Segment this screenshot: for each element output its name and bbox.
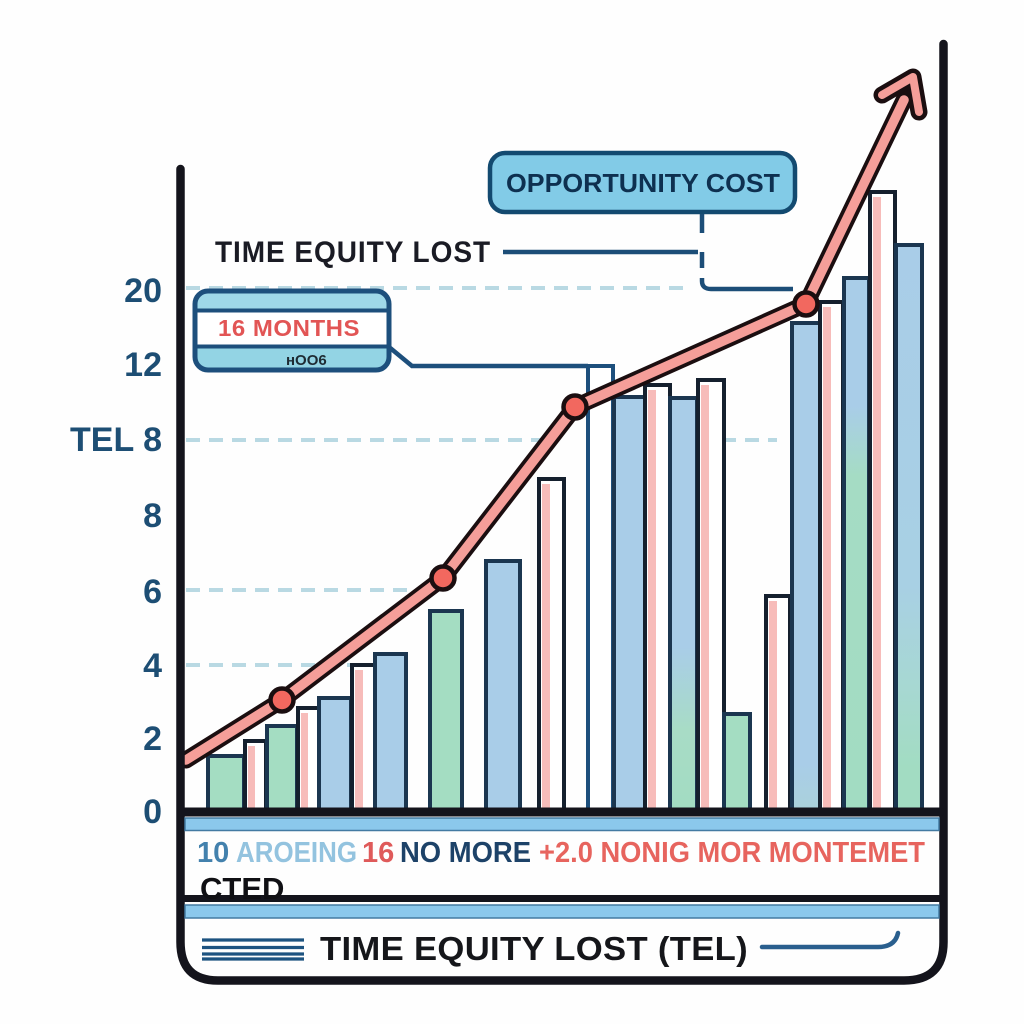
svg-text:16: 16 (362, 837, 394, 869)
svg-text:16 MONTHS: 16 MONTHS (218, 315, 360, 341)
svg-text:4: 4 (143, 647, 162, 685)
svg-text:0: 0 (143, 793, 162, 831)
svg-text:8: 8 (143, 497, 162, 535)
svg-text:2: 2 (143, 720, 162, 758)
svg-text:OPPORTUNITY COST: OPPORTUNITY COST (506, 168, 780, 198)
svg-text:NO MORE: NO MORE (400, 837, 531, 869)
svg-text:12: 12 (124, 346, 162, 384)
svg-text:20: 20 (124, 272, 162, 310)
svg-text:CTED: CTED (200, 871, 284, 906)
svg-text:TIME EQUITY LOST: TIME EQUITY LOST (215, 236, 491, 269)
svg-text:10: 10 (197, 837, 229, 869)
svg-text:TEL 8: TEL 8 (70, 421, 162, 459)
svg-text:6: 6 (143, 573, 162, 611)
svg-text:нOO6: нOO6 (286, 352, 327, 369)
svg-text:AROEING: AROEING (236, 837, 357, 869)
svg-text:+2.0 NONIG MOR MONTEMET: +2.0 NONIG MOR MONTEMET (539, 837, 925, 869)
svg-text:TIME EQUITY LOST (TEL): TIME EQUITY LOST (TEL) (320, 930, 748, 967)
